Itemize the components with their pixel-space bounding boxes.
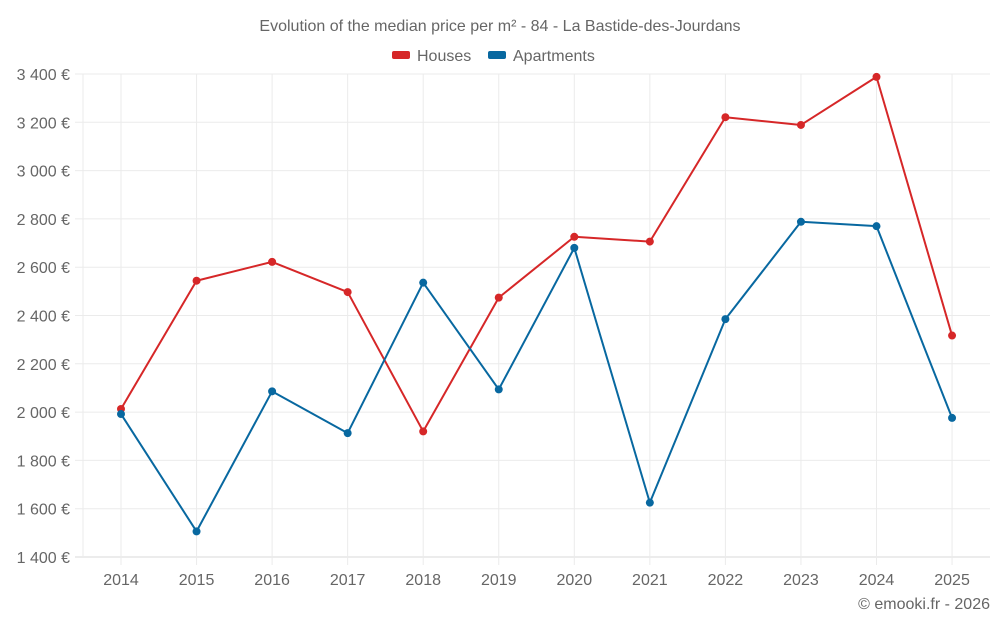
x-tick-label: 2019 (481, 572, 517, 589)
data-point-houses[interactable] (268, 257, 277, 266)
y-tick-label: 1 800 € (17, 453, 70, 470)
data-point-houses[interactable] (494, 293, 503, 302)
legend-item-houses[interactable]: Houses (392, 48, 471, 65)
data-point-apartments[interactable] (796, 217, 805, 226)
data-point-apartments[interactable] (192, 527, 201, 536)
data-point-apartments[interactable] (872, 222, 881, 231)
data-point-apartments[interactable] (343, 429, 352, 438)
legend: Houses Apartments (392, 48, 595, 65)
y-tick-label: 1 400 € (17, 550, 70, 567)
data-point-apartments[interactable] (721, 315, 730, 324)
legend-swatch-houses (392, 51, 410, 59)
series-line-apartments (120, 220, 953, 533)
y-tick-label: 3 400 € (17, 67, 70, 84)
x-tick-label: 2020 (557, 572, 593, 589)
x-tick-label: 2022 (708, 572, 744, 589)
data-point-houses[interactable] (948, 331, 957, 340)
data-point-houses[interactable] (343, 288, 352, 297)
chart-title: Evolution of the median price per m² - 8… (259, 18, 740, 35)
credit-text: © emooki.fr - 2026 (858, 596, 990, 613)
data-point-apartments[interactable] (570, 243, 579, 252)
data-point-apartments[interactable] (117, 410, 125, 419)
data-point-apartments[interactable] (494, 385, 503, 394)
y-tick-label: 2 200 € (17, 357, 70, 374)
legend-label-apartments: Apartments (513, 48, 595, 65)
series-houses (117, 72, 957, 436)
legend-label-houses: Houses (417, 48, 471, 65)
y-tick-label: 1 600 € (17, 502, 70, 519)
x-tick-label: 2014 (103, 572, 139, 589)
data-point-houses[interactable] (419, 427, 428, 436)
y-tick-label: 2 800 € (17, 212, 70, 229)
data-point-houses[interactable] (872, 72, 881, 81)
y-tick-label: 3 000 € (17, 164, 70, 181)
y-axis: 1 400 € 1 600 € 1 800 € 2 000 € 2 200 € 2 400… (17, 67, 70, 567)
x-tick-label: 2024 (859, 572, 895, 589)
data-point-apartments[interactable] (645, 498, 654, 507)
series-group (117, 72, 957, 536)
y-tick-label: 2 600 € (17, 260, 70, 277)
legend-swatch-apartments (488, 51, 506, 59)
y-tick-label: 2 000 € (17, 405, 70, 422)
data-point-apartments[interactable] (419, 278, 428, 287)
x-tick-label: 2018 (405, 572, 441, 589)
legend-item-apartments[interactable]: Apartments (488, 48, 595, 65)
x-tick-label: 2025 (934, 572, 970, 589)
y-tick-label: 3 200 € (17, 115, 70, 132)
x-tick-label: 2016 (254, 572, 290, 589)
data-point-houses[interactable] (192, 276, 201, 285)
data-point-houses[interactable] (570, 232, 579, 241)
series-apartments (117, 217, 957, 536)
data-point-apartments[interactable] (948, 413, 957, 422)
x-axis: 2014 2015 2016 2017 2018 2019 2020 2021 2022 2023… (103, 572, 970, 589)
series-line-houses (120, 75, 954, 433)
x-tick-label: 2017 (330, 572, 366, 589)
data-point-houses[interactable] (796, 120, 805, 129)
x-tick-label: 2015 (179, 572, 215, 589)
y-tick-label: 2 400 € (17, 309, 70, 326)
x-tick-label: 2023 (783, 572, 819, 589)
data-point-houses[interactable] (645, 237, 654, 246)
data-point-apartments[interactable] (268, 387, 277, 396)
data-point-houses[interactable] (721, 113, 730, 122)
x-tick-label: 2021 (632, 572, 668, 589)
grid (75, 73, 990, 565)
